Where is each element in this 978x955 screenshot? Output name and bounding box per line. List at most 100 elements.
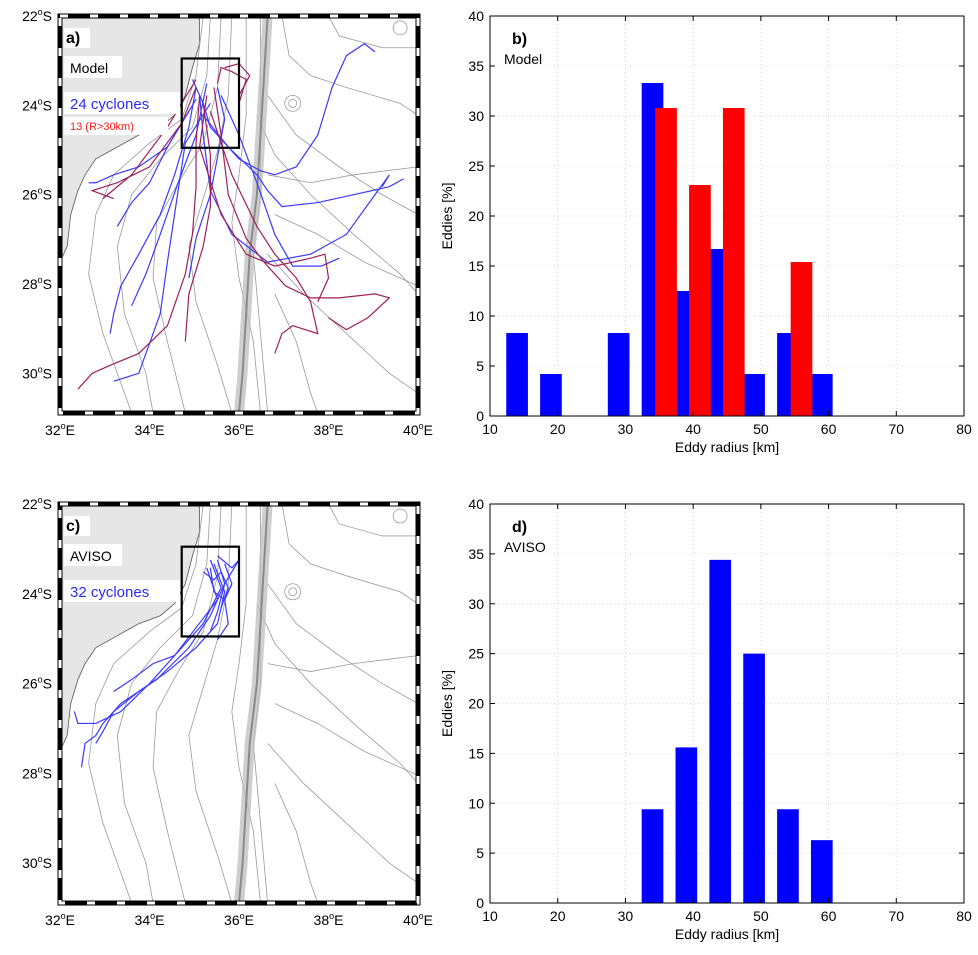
map-area [60,16,418,413]
eddy-track [199,95,390,263]
degree-symbol: o [38,675,43,685]
bar [655,108,677,416]
seamount-contour [288,587,298,597]
bathymetry-contour [267,166,418,184]
region-box [180,57,241,149]
y-tick-label: 15 [468,745,484,761]
degree-symbol: o [38,275,43,285]
bathymetry-contour [281,16,418,116]
bar [810,840,833,903]
lat-value: 26 [22,676,38,692]
eddy-track [109,87,197,334]
degree-symbol: o [38,495,43,505]
bathymetry-contour [274,703,418,776]
eddy-track [90,87,197,200]
lon-tick-label: 32oE [45,421,75,438]
label-bg [64,56,122,78]
degree-symbol: o [61,911,66,921]
y-tick-label: 30 [468,108,484,124]
lat-hemisphere: S [43,496,52,512]
lon-tick-label: 38oE [314,911,344,928]
bathymetry-contour [231,16,261,413]
lon-hemisphere: E [424,912,433,928]
y-tick-label: 5 [476,845,484,861]
bar [675,747,698,903]
lat-tick-label: 22oS [22,495,52,512]
y-tick-label: 40 [468,496,484,512]
bar [810,374,833,416]
y-tick-label: 25 [468,158,484,174]
degree-symbol: o [38,7,43,17]
lon-hemisphere: E [155,912,164,928]
seamount-contour [284,94,302,112]
panel-label: b) [512,31,527,48]
degree-symbol: o [61,421,66,431]
degree-symbol: o [38,585,43,595]
x-axis-label: Eddy radius [km] [675,439,779,455]
x-tick-label: 20 [550,908,566,924]
bathymetry-contour [267,743,418,884]
label-bg [64,580,180,602]
lat-hemisphere: S [43,365,52,381]
lon-hemisphere: E [245,422,254,438]
bathymetry-contour [152,504,222,903]
lon-hemisphere: E [66,912,75,928]
lat-tick-label: 30oS [22,854,52,871]
lon-value: 40 [403,422,419,438]
lat-value: 22 [22,496,38,512]
eddy-track [209,111,319,354]
label-bg [64,92,180,114]
lat-hemisphere: S [43,765,52,781]
lon-tick-label: 40oE [403,911,433,928]
legend-entry: 13 (R>30km) [70,121,134,133]
lat-value: 28 [22,765,38,781]
bar [790,262,813,416]
lon-value: 38 [314,422,330,438]
lat-value: 30 [22,855,38,871]
bar [743,653,765,903]
lat-tick-label: 24oS [22,96,52,113]
lat-value: 24 [22,586,38,602]
map-frame-dash [58,502,420,905]
degree-symbol: o [150,911,155,921]
lat-tick-label: 28oS [22,764,52,781]
y-tick-label: 10 [468,795,484,811]
bar [607,333,630,416]
x-tick-label: 30 [618,908,634,924]
bathymetry-contour [88,504,204,903]
bar [506,333,528,416]
degree-symbol: o [38,364,43,374]
dataset-label: AVISO [70,548,112,564]
lat-tick-label: 28oS [22,275,52,292]
y-axis-label: Eddies [%] [439,670,455,737]
y-tick-label: 35 [468,58,484,74]
x-tick-label: 50 [753,908,769,924]
label-bg [64,544,122,566]
panel-label: c) [66,518,80,535]
bathymetry-contour [116,504,211,903]
x-tick-label: 80 [956,908,972,924]
bathymetry-contour [281,504,418,605]
degree-symbol: o [329,911,334,921]
eddy-track [113,567,219,693]
lat-tick-label: 24oS [22,585,52,602]
bar [722,108,745,416]
x-tick-label: 80 [956,421,972,437]
y-tick-label: 10 [468,308,484,324]
lat-value: 28 [22,276,38,292]
lon-hemisphere: E [245,912,254,928]
label-bg [64,516,90,536]
bathymetry-contour [274,783,319,903]
degree-symbol: o [38,854,43,864]
seamount-contour [392,508,408,524]
y-tick-label: 35 [468,546,484,562]
degree-symbol: o [38,96,43,106]
degree-symbol: o [329,421,334,431]
bar-chart-panel-d: 10 20 30 40 50 60 70 80 0 5 10 15 20 25 30 35 40 Eddy rad… [439,496,972,942]
x-tick-label: 40 [685,421,701,437]
x-tick-label: 60 [821,421,837,437]
lat-hemisphere: S [43,676,52,692]
